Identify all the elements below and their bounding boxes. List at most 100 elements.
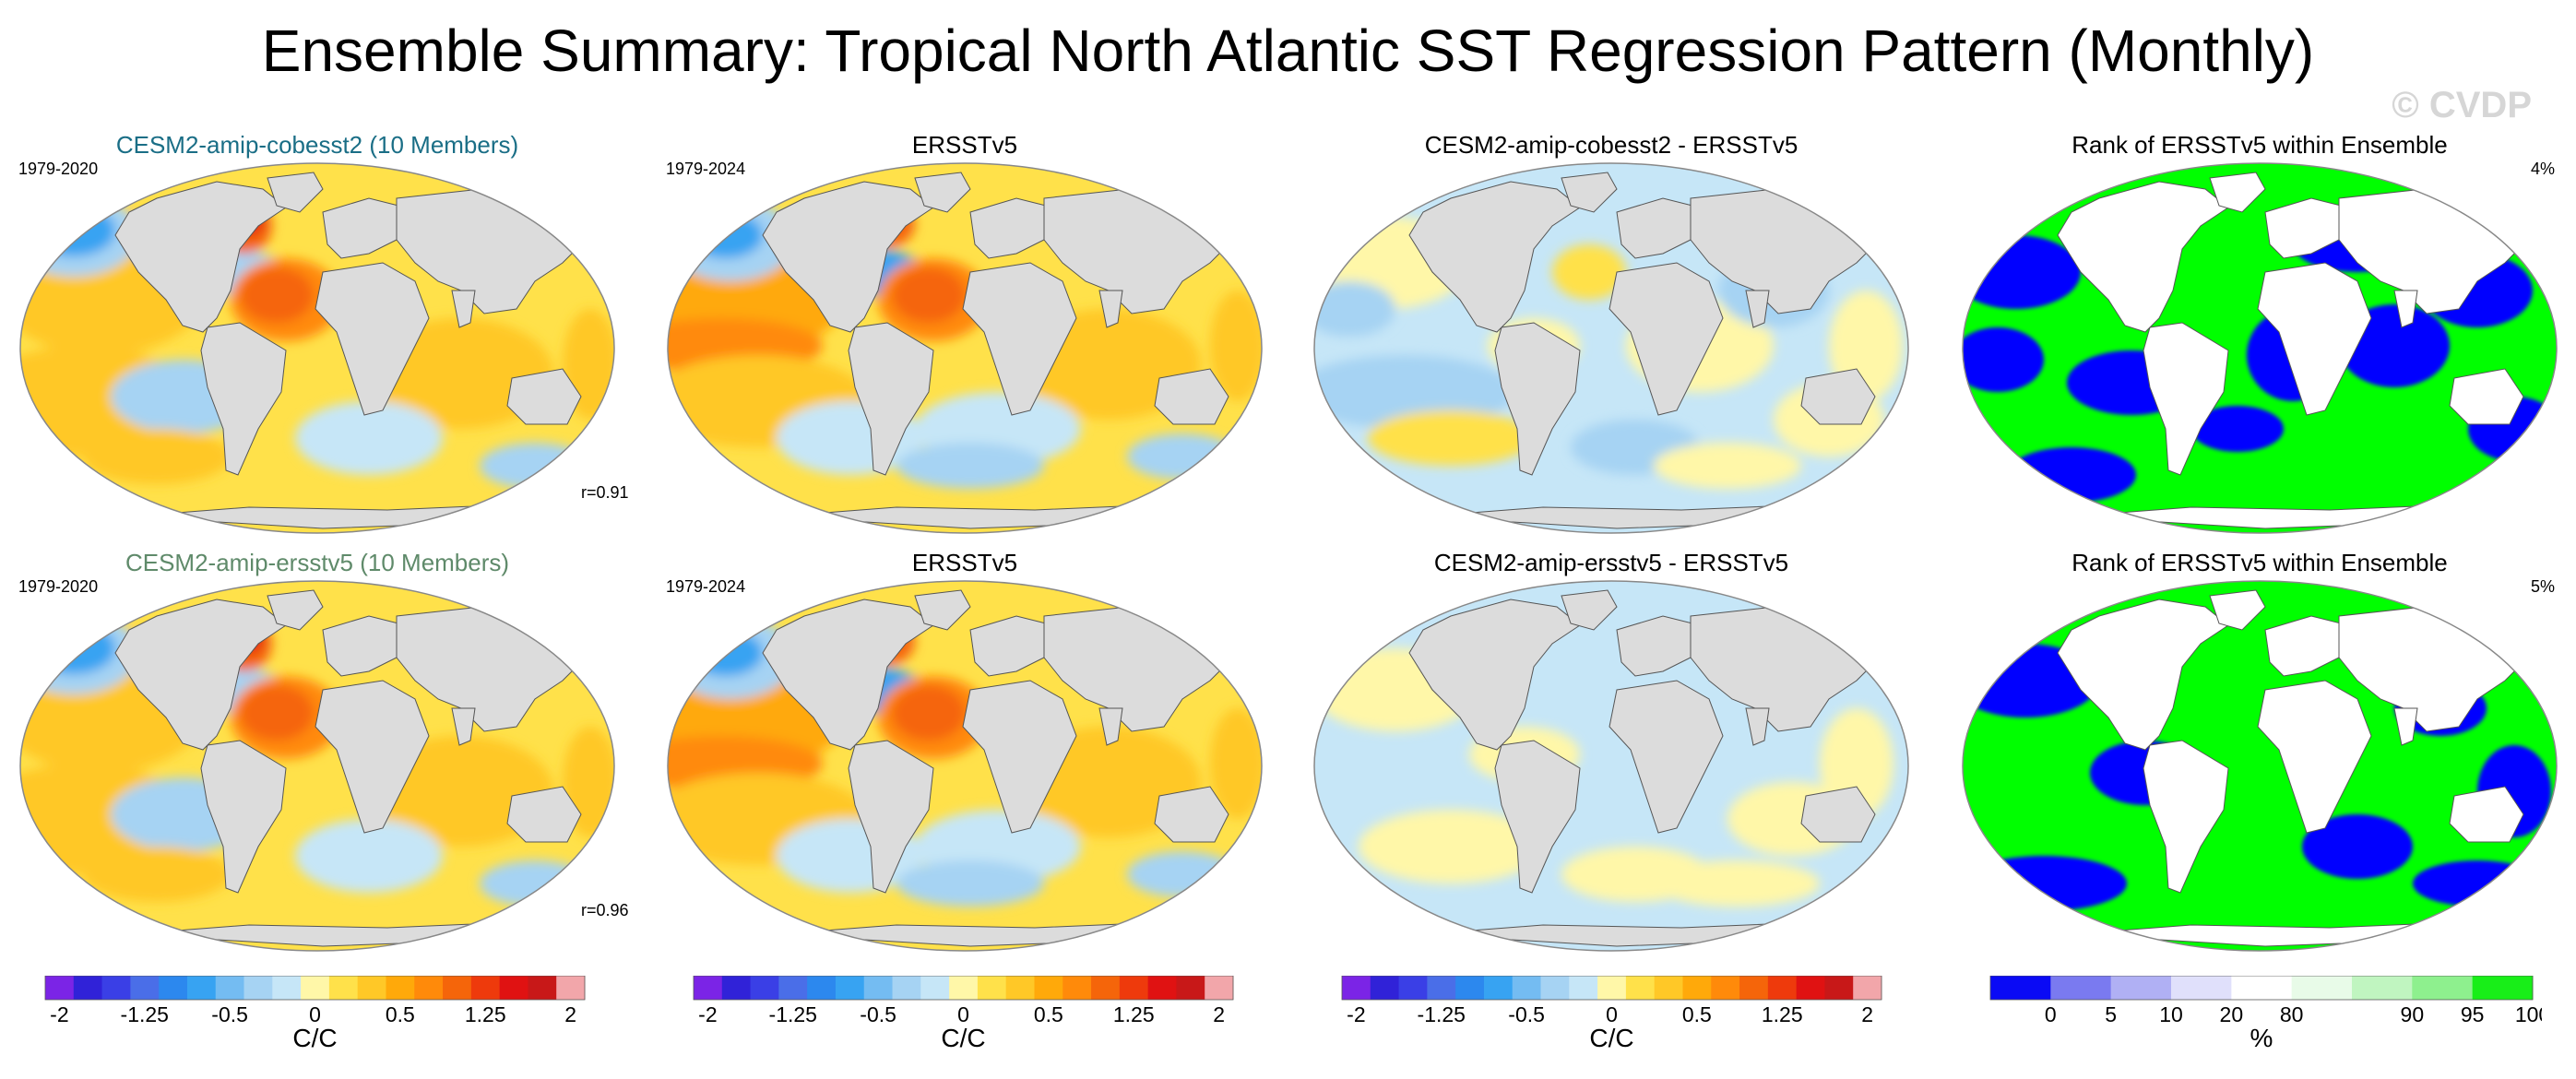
colorbar-swatch: [73, 976, 103, 1000]
colorbar-swatch: [528, 976, 557, 1000]
land-mass: [762, 181, 934, 333]
colorbar-swatch: [694, 976, 723, 1000]
colorbar-tick-label: 90: [2401, 1002, 2425, 1026]
colorbar-swatch: [272, 976, 302, 1000]
period-label: 1979-2024: [666, 577, 746, 596]
colorbar-swatch: [1147, 976, 1177, 1000]
land-mass: [267, 589, 324, 631]
field-anomaly-region: [83, 847, 231, 902]
colorbar-swatch: [778, 976, 808, 1000]
period-label: 1979-2020: [18, 577, 99, 596]
land-mass: [1616, 615, 1701, 677]
colorbar-swatch: [1034, 976, 1063, 1000]
colorbar-swatch: [2110, 976, 2172, 1000]
field-anomaly-region: [1359, 810, 1543, 883]
land-mass: [200, 322, 287, 476]
colorbar-swatch: [1205, 976, 1234, 1000]
land-mass: [2257, 680, 2372, 834]
colorbar: -2 -1.25 -0.5 0 0.5 1.25 2: [693, 976, 1234, 1026]
model-panel-title: CESM2-amip-ersstv5 (10 Members): [125, 549, 510, 576]
colorbar-tick-label: 0: [309, 1002, 321, 1026]
land-mass: [1745, 707, 1770, 746]
colorbar-swatch: [386, 976, 415, 1000]
colorbar-tick-label: 2: [1861, 1002, 1873, 1026]
colorbar-swatch: [357, 976, 386, 1000]
land-mass: [506, 368, 582, 425]
rank-percent-label: 5%: [2531, 577, 2556, 596]
colorbar-swatch: [1767, 976, 1798, 1000]
land-mass: [2057, 181, 2229, 333]
land-mass: [200, 740, 287, 894]
land-mass: [1154, 368, 1229, 425]
land-mass: [1616, 197, 1701, 259]
land-mass: [114, 181, 287, 333]
pattern-correlation-label: r=0.96: [581, 901, 629, 919]
field-anomaly-region: [83, 429, 231, 484]
land-mass: [1745, 290, 1770, 328]
colorbar-tick-label: 95: [2461, 1002, 2485, 1026]
colorbar-tick-label: 0.5: [1682, 1002, 1712, 1026]
colorbar-swatch: [443, 976, 472, 1000]
map-border: [1313, 162, 1909, 534]
land-mass: [1494, 322, 1581, 476]
colorbar-tick-label: 20: [2220, 1002, 2244, 1026]
cvdp-watermark: © CVDP: [2392, 85, 2532, 125]
land-mass: [114, 599, 287, 751]
colorbar-tick-label: -0.5: [211, 1002, 248, 1026]
land-mass: [2209, 172, 2266, 213]
land-mass: [1609, 262, 1724, 416]
colorbar-tick-label: 10: [2159, 1002, 2183, 1026]
colorbar-tick-label: 2: [564, 1002, 576, 1026]
colorbar-tick-label: 5: [2105, 1002, 2117, 1026]
colorbar-swatch: [1569, 976, 1598, 1000]
land-mass: [848, 322, 934, 476]
difference-panel-title: CESM2-amip-ersstv5 - ERSSTv5: [1433, 549, 1789, 576]
colorbar-unit-label: C/C: [1589, 1024, 1634, 1052]
land-mass: [1098, 707, 1123, 746]
colorbar-tick-label: 0: [2045, 1002, 2057, 1026]
colorbar-swatch: [1711, 976, 1740, 1000]
field-anomaly-region: [1210, 290, 1263, 401]
colorbar-tick-label: 1.25: [465, 1002, 506, 1026]
colorbar-swatch: [2412, 976, 2474, 1000]
colorbar-tick-label: 100: [2515, 1002, 2542, 1026]
field-anomaly-region: [1654, 860, 1820, 907]
colorbar-swatch: [1540, 976, 1570, 1000]
model-map: [19, 580, 615, 952]
field-anomaly-region: [1127, 851, 1238, 897]
colorbar-tick-label: 0: [957, 1002, 969, 1026]
map-border: [1962, 162, 2558, 534]
colorbar-swatch: [1062, 976, 1092, 1000]
land-mass: [1609, 680, 1724, 834]
field-anomaly-region: [896, 860, 1044, 907]
colorbar-tick-label: 80: [2280, 1002, 2304, 1026]
colorbar-swatch: [159, 976, 188, 1000]
colorbar-swatch: [1091, 976, 1121, 1000]
land-mass: [1561, 172, 1618, 213]
map-border: [1962, 580, 2558, 952]
diff-map: [1313, 162, 1909, 534]
colorbar-tick-label: -0.5: [860, 1002, 896, 1026]
land-mass: [1800, 368, 1876, 425]
obs-panel-title: ERSSTv5: [911, 549, 1018, 576]
period-label: 1979-2020: [18, 160, 99, 178]
colorbar-swatch: [186, 976, 217, 1000]
colorbar-tick-label: -0.5: [1508, 1002, 1545, 1026]
field-anomaly-region: [1654, 443, 1801, 489]
land-mass: [322, 197, 407, 259]
colorbar-tick-label: 0.5: [1034, 1002, 1063, 1026]
land-mass: [451, 707, 476, 746]
land-mass: [969, 197, 1054, 259]
land-mass: [914, 589, 971, 631]
colorbar-swatch: [1398, 976, 1428, 1000]
colorbar-swatch: [1853, 976, 1882, 1000]
colorbar-swatch: [863, 976, 894, 1000]
colorbar-swatch: [1796, 976, 1825, 1000]
colorbar-swatch: [2050, 976, 2112, 1000]
rank-map: [1962, 580, 2558, 952]
field-anomaly-region: [1963, 327, 2044, 392]
land-mass: [2449, 786, 2524, 843]
land-mass: [1098, 290, 1123, 328]
land-mass: [315, 680, 430, 834]
field-anomaly-region: [32, 205, 115, 256]
